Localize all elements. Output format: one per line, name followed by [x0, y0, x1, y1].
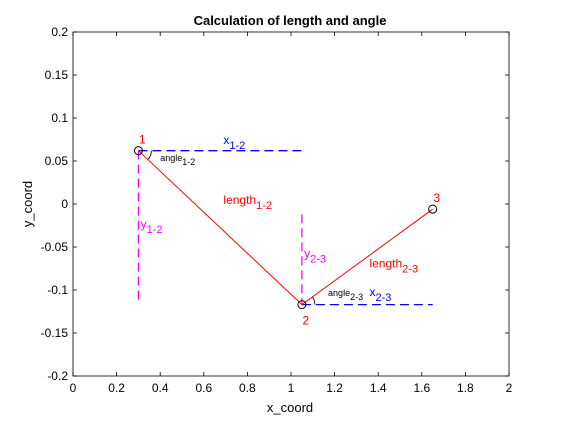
length-segment	[138, 150, 303, 305]
x-axis-label: x_coord	[267, 400, 313, 415]
point-label: 1	[139, 133, 146, 147]
y-axis-label: y_coord	[20, 181, 35, 227]
point-label: 3	[433, 191, 440, 205]
y-tick-label: 0.2	[51, 25, 68, 39]
annotation-label: angle2-3	[328, 288, 363, 302]
annotations: x1-2 y1-2 length1-2 angle1-2 x2-3 y2-3 length2…	[141, 133, 419, 304]
x-tick-label: 1	[288, 381, 295, 395]
x-tick-label: 0.6	[195, 381, 212, 395]
y-tick-label: -0.05	[41, 240, 69, 254]
axes-box	[72, 31, 510, 377]
angle-arc	[312, 296, 316, 305]
point-marker	[428, 204, 438, 214]
points: 1 2 3	[133, 133, 440, 328]
x-tick-label: 1.6	[413, 381, 430, 395]
segments	[138, 150, 433, 306]
annotation-label: x1-2	[223, 133, 245, 152]
point-marker	[133, 146, 143, 156]
annotation-label: angle1-2	[160, 153, 195, 167]
y-tick-label: 0.05	[45, 154, 69, 168]
annotation-label: length2-3	[369, 257, 418, 276]
axis-ticks: 0 0.2 0.4 0.6 0.8 1 1.2 1.4 1.6 1.8 2 0.2 0.15 0.1 0.0…	[41, 25, 513, 395]
y-tick-label: 0.15	[45, 68, 69, 82]
x-tick-label: 2	[506, 381, 513, 395]
point-marker	[297, 300, 307, 310]
angle-arcs	[147, 150, 316, 305]
x-tick-label: 1.2	[326, 381, 343, 395]
annotation-label: y1-2	[141, 217, 163, 236]
x-tick-label: 1.4	[370, 381, 387, 395]
x-tick-label: 0.4	[152, 381, 169, 395]
y-tick-label: -0.2	[47, 369, 68, 383]
point-label: 2	[303, 314, 310, 328]
angle-arc	[147, 150, 152, 160]
chart-title: Calculation of length and angle	[194, 13, 387, 28]
x-tick-label: 0.2	[108, 381, 125, 395]
annotation-label: length1-2	[223, 193, 272, 212]
x-tick-label: 0.8	[239, 381, 256, 395]
dashed-lines	[137, 150, 433, 306]
y-tick-label: 0.1	[51, 111, 68, 125]
annotation-label: y2-3	[304, 246, 326, 265]
y-tick-label: -0.1	[47, 283, 68, 297]
x-tick-label: 0	[70, 381, 77, 395]
x-tick-label: 1.8	[457, 381, 474, 395]
y-tick-label: -0.15	[41, 326, 69, 340]
annotation-label: x2-3	[369, 285, 391, 304]
y-tick-label: 0	[61, 197, 68, 211]
length-segment	[301, 208, 433, 306]
